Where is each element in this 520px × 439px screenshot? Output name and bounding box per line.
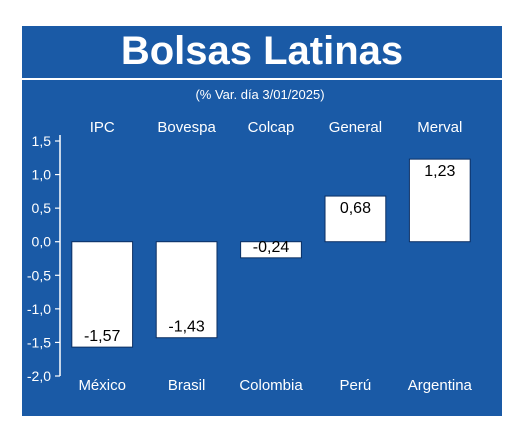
chart-frame: Bolsas Latinas (% Var. día 3/01/2025) 1,… bbox=[22, 26, 502, 416]
y-tick-label: 1,5 bbox=[32, 133, 52, 149]
y-tick-label: 1,0 bbox=[32, 167, 52, 183]
category-label: México bbox=[78, 377, 126, 394]
bar bbox=[324, 195, 387, 243]
bar-value-label: -0,24 bbox=[253, 239, 290, 256]
y-tick-label: 0,5 bbox=[32, 200, 52, 216]
index-label: Colcap bbox=[248, 119, 295, 136]
y-tick-label: -0,5 bbox=[27, 267, 51, 283]
category-label: Perú bbox=[340, 377, 372, 394]
bar-chart: (% Var. día 3/01/2025) 1,5 1,0 0,5 0,0 -0,5 -… bbox=[27, 87, 473, 394]
index-label: General bbox=[329, 119, 382, 136]
index-label: Merval bbox=[417, 119, 462, 136]
category-label: Argentina bbox=[408, 377, 473, 394]
title-divider bbox=[22, 78, 502, 80]
bar-value-label: -1,57 bbox=[84, 328, 121, 345]
bar bbox=[71, 241, 134, 348]
index-label: IPC bbox=[90, 119, 115, 136]
y-tick-label: 0,0 bbox=[32, 234, 52, 250]
y-tick-label: -1,5 bbox=[27, 334, 51, 350]
category-label: Colombia bbox=[239, 377, 303, 394]
bar-value-label: -1,43 bbox=[168, 319, 205, 336]
y-tick-label: -1,0 bbox=[27, 301, 51, 317]
bar-value-label: 1,23 bbox=[424, 163, 455, 180]
bar bbox=[408, 158, 471, 243]
bar bbox=[155, 241, 218, 339]
chart-subtitle: (% Var. día 3/01/2025) bbox=[195, 87, 324, 102]
y-tick-label: -2,0 bbox=[27, 368, 51, 384]
category-label: Brasil bbox=[168, 377, 206, 394]
bar bbox=[240, 241, 302, 259]
bar-value-label: 0,68 bbox=[340, 200, 371, 217]
index-label: Bovespa bbox=[157, 119, 216, 136]
chart-title: Bolsas Latinas bbox=[120, 29, 404, 73]
